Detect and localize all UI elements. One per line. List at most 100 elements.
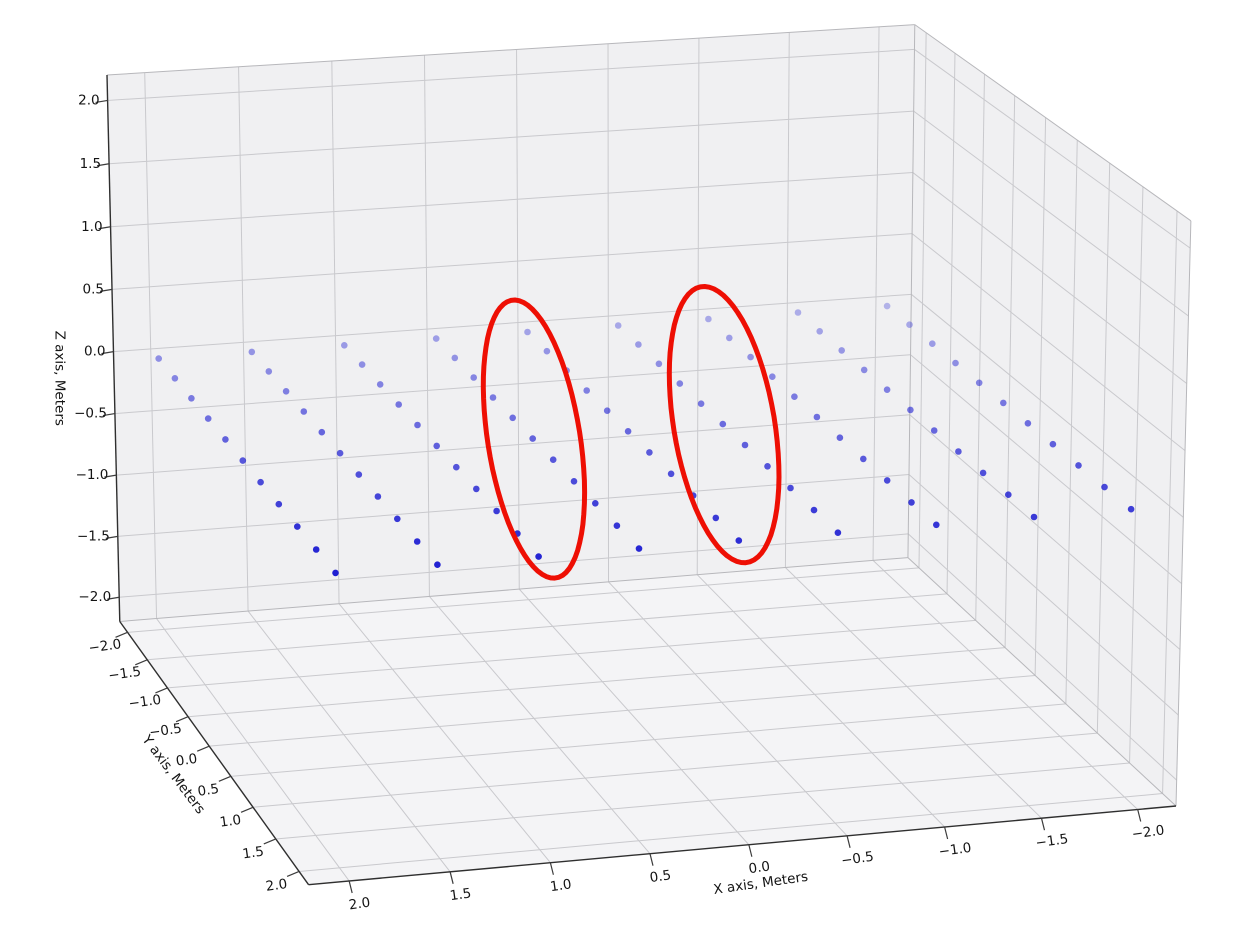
x-tick-label: −0.5 [840,849,875,869]
scatter-point [883,302,891,310]
scatter-point [509,414,516,422]
scatter-point [376,381,384,388]
x-axis-edge [308,805,1177,886]
grid-line-z-wall-x [910,354,1182,584]
scatter-point [257,478,264,486]
scatter-point [336,449,344,457]
y-tick-mark [155,687,168,694]
y-tick-label: −2.0 [88,636,123,656]
x-tick-mark [1137,809,1142,822]
z-tick-mark [101,351,114,355]
y-tick-label: 1.5 [241,844,265,863]
y-tick-mark [175,716,189,723]
scatter-point [434,561,441,568]
z-tick-label: 0.0 [84,344,105,360]
scatter-point [816,328,823,335]
grid-line-y-floor [147,593,948,661]
grid-line-x-wall [423,55,430,597]
pane-edges [106,24,1192,807]
scatter-point [860,455,867,463]
scatter-point [432,335,440,342]
scatter-point [470,374,478,381]
grid-line-x-floor [156,618,350,882]
scatter-point [614,322,622,329]
pane-edge [1175,220,1192,807]
pane-wall-x [907,24,1191,807]
x-tick-label: 1.0 [549,876,573,895]
scatter-point [838,347,845,354]
grid-line-y-wall [1096,163,1111,734]
scatter-point [933,521,940,529]
y-axis-edge [119,621,310,886]
grid-line-y-wall [975,74,985,621]
grid-line-x-floor [247,610,451,873]
scatter-point [676,380,684,387]
grid-line-z-wall-x [911,233,1186,452]
scatter-point [275,500,283,508]
grid-line-y-wall [1065,140,1078,704]
scatter-point [712,514,720,522]
grid-line-z-wall-x [914,49,1191,249]
scatter-point [318,428,326,436]
grid-line-y-wall [1034,117,1047,676]
scatter-point [300,408,308,415]
grid-line-y-wall [946,53,956,594]
grid-line-z-wall-x [911,293,1184,518]
scatter-point [171,375,179,382]
scatter-point [453,463,460,471]
scatter-point [719,420,727,428]
pane-edge [119,557,908,622]
z-tick-mark [104,474,117,478]
scatter-point [613,522,621,529]
scatter-point [493,507,500,515]
grid-line-x-floor [608,581,848,837]
coil-circle [666,284,782,566]
scatter-point [265,368,273,375]
y-tick-mark [115,631,128,638]
x-tick-mark [748,844,753,857]
scatter-point [312,546,320,553]
scatter-point [883,477,891,484]
grid-line-z-wall-y [109,110,914,165]
x-tick-mark [1040,818,1046,831]
grid-line-z-wall-y [119,533,909,598]
grid-line-x-floor [429,596,651,855]
scatter-point [794,309,802,316]
grid-line-y-floor [253,732,1098,808]
y-tick-mark [240,806,254,813]
scatter-point [592,500,599,507]
scatter-point [188,395,195,402]
scatter-point [1030,513,1038,521]
y-axis-title: Y axis, Meters [138,731,208,817]
scatter-point [635,545,643,552]
x-tick-label: −2.0 [1131,822,1166,842]
z-tick-label: −2.0 [78,589,111,605]
scatter-point [341,342,348,349]
background-panes [107,24,1191,885]
z-tick-mark [96,163,110,167]
scatter-point [1005,491,1012,499]
y-tick-label: 0.0 [175,751,199,770]
grid-line-y-wall [1129,186,1144,763]
scatter-point [535,553,542,560]
scatter-point [667,470,675,478]
y-tick-label: 2.0 [265,876,289,895]
axis-edges [106,74,1177,886]
x-tick-mark [846,835,851,848]
x-tick-mark [549,862,554,875]
scatter-point [394,515,401,523]
gridlines [107,26,1191,882]
scatter-point [747,353,754,361]
y-tick-label: 0.5 [197,781,221,800]
scatter-point [413,538,421,545]
grid-line-z-wall-y [113,293,912,353]
y-tick-label: 1.0 [219,812,243,831]
z-axis-title: Z axis, Meters [51,331,67,426]
grid-line-x-floor [785,567,1042,819]
scatter-point [764,463,771,470]
scatter-point [239,457,247,464]
grid-line-y-wall [1004,95,1016,648]
pane-edge [914,24,1192,222]
z-tick-label: 1.5 [80,156,101,172]
